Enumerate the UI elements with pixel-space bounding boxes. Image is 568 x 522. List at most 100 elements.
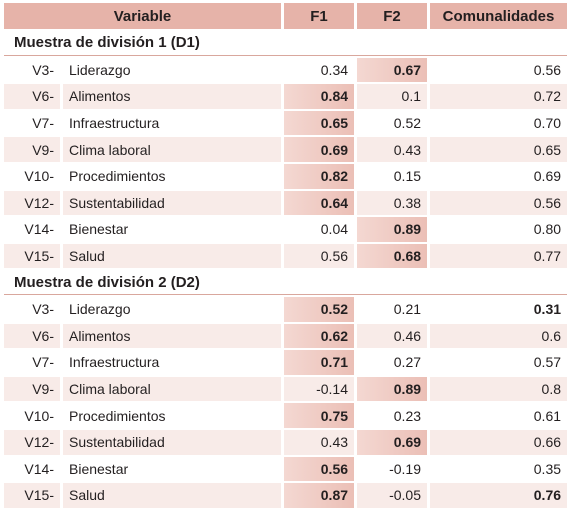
header-cell: Comunalidades: [430, 3, 568, 29]
communality-value: 0.31: [533, 301, 562, 318]
data-row: V15- Salud 0.87 -0.05 0.76: [4, 483, 568, 508]
f2-value: 0.46: [357, 323, 428, 349]
variable-code: V3-: [32, 301, 54, 318]
data-row: V3- Liderazgo 0.52 0.21 0.31: [4, 296, 567, 322]
header-cell: F2: [357, 3, 428, 29]
variable-code: V10-: [24, 168, 54, 185]
f1-value: 0.69: [284, 137, 355, 162]
variable-name: Procedimientos: [69, 407, 166, 424]
variable-code: V6-: [4, 84, 60, 109]
variable-code: V7-: [32, 115, 54, 132]
f2-value: 0.89: [357, 217, 428, 242]
communality-value: 0.56: [430, 190, 568, 216]
communality-value: 0.35: [533, 460, 562, 477]
table-body: Muestra de división 1 (D1) V3- Liderazgo 0.…: [4, 31, 568, 508]
variable-code: V3-: [32, 61, 54, 78]
data-row: V7- Infraestructura 0.71 0.27 0.57: [4, 350, 567, 375]
variable-name: Liderazgo: [69, 61, 131, 78]
communality-value: 0.6: [430, 323, 568, 349]
variable-code: V14-: [24, 460, 54, 477]
f1-value: -0.14: [284, 376, 355, 402]
communality-value: 0.69: [533, 168, 562, 185]
variable-code: V15-: [4, 243, 60, 269]
communality-value: 0.56: [533, 61, 562, 78]
communality-value: 0.61: [533, 407, 562, 424]
variable-name: Alimentos: [63, 323, 282, 349]
f1-value: 0.56: [284, 243, 355, 269]
f1-value: 0.87: [284, 483, 355, 508]
variable-code: V10-: [24, 407, 54, 424]
f2-value: 0.27: [393, 354, 422, 371]
communality-value: 0.76: [430, 483, 568, 508]
variable-name: Salud: [63, 483, 282, 508]
variable-name: Bienestar: [69, 221, 129, 238]
f1-value: 0.71: [284, 350, 355, 375]
variable-code: V6-: [4, 323, 60, 349]
variable-name: Clima laboral: [63, 137, 282, 162]
f2-value: 0.67: [357, 57, 428, 83]
data-row: V9- Clima laboral -0.14 0.89 0.8: [4, 376, 568, 402]
variable-code: V12-: [4, 429, 60, 455]
f2-value: 0.1: [357, 84, 428, 109]
variable-name: Infraestructura: [69, 115, 160, 132]
data-row: V12- Sustentabilidad 0.43 0.69 0.66: [4, 429, 568, 455]
f1-value: 0.84: [284, 84, 355, 109]
f2-value: 0.68: [357, 243, 428, 269]
data-row: V15- Salud 0.56 0.68 0.77: [4, 243, 568, 269]
data-row: V6- Alimentos 0.62 0.46 0.6: [4, 323, 568, 349]
variable-name: Clima laboral: [63, 376, 282, 402]
f2-value: 0.38: [357, 190, 428, 216]
f2-value: 0.69: [357, 429, 428, 455]
variable-name: Alimentos: [63, 84, 282, 109]
data-row: V7- Infraestructura 0.65 0.52 0.70: [4, 110, 567, 136]
f2-value: 0.15: [393, 168, 422, 185]
f2-value: -0.19: [389, 460, 422, 477]
communality-value: 0.8: [430, 376, 568, 402]
f2-value: 0.23: [393, 407, 422, 424]
variable-code: V7-: [32, 354, 54, 371]
loadings-table: Variable F1 F2 Comunalidades Muestra de div…: [1, 1, 568, 510]
variable-name: Procedimientos: [69, 168, 166, 185]
communality-value: 0.80: [533, 221, 562, 238]
f2-value: 0.89: [357, 376, 428, 402]
f1-value: 0.52: [284, 296, 355, 322]
variable-name: Salud: [63, 243, 282, 269]
variable-code: V9-: [4, 137, 60, 162]
communality-value: 0.65: [430, 137, 568, 162]
f1-value: 0.04: [320, 221, 349, 238]
header-row: Variable F1 F2 Comunalidades: [4, 3, 568, 29]
variable-code: V15-: [4, 483, 60, 508]
f2-value: 0.52: [393, 115, 422, 132]
f2-value: 0.21: [393, 301, 422, 318]
variable-name: Bienestar: [69, 460, 129, 477]
variable-code: V14-: [24, 221, 54, 238]
communality-value: 0.57: [533, 354, 562, 371]
data-row: V6- Alimentos 0.84 0.1 0.72: [4, 84, 568, 109]
variable-name: Liderazgo: [69, 301, 131, 318]
data-row: V3- Liderazgo 0.34 0.67 0.56: [4, 57, 567, 83]
f1-value: 0.34: [320, 61, 349, 78]
f1-value: 0.65: [284, 110, 355, 136]
data-row: V10- Procedimientos 0.82 0.15 0.69: [4, 163, 567, 189]
variable-name: Sustentabilidad: [63, 190, 282, 216]
header-cell: Variable: [4, 3, 282, 29]
data-row: V10- Procedimientos 0.75 0.23 0.61: [4, 403, 567, 428]
section-row: Muestra de división 2 (D2): [4, 270, 568, 295]
section-title: Muestra de división 1 (D1): [4, 31, 568, 56]
section-title: Muestra de división 2 (D2): [4, 270, 568, 295]
f1-value: 0.64: [284, 190, 355, 216]
data-row: V14- Bienestar 0.56 -0.19 0.35: [4, 456, 567, 482]
communality-value: 0.66: [430, 429, 568, 455]
f2-value: -0.05: [357, 483, 428, 508]
f1-value: 0.56: [284, 456, 355, 482]
f1-value: 0.43: [284, 429, 355, 455]
section-row: Muestra de división 1 (D1): [4, 31, 568, 56]
variable-code: V9-: [4, 376, 60, 402]
communality-value: 0.77: [430, 243, 568, 269]
f2-value: 0.43: [357, 137, 428, 162]
f1-value: 0.82: [284, 163, 355, 189]
data-row: V12- Sustentabilidad 0.64 0.38 0.56: [4, 190, 568, 216]
variable-name: Infraestructura: [69, 354, 160, 371]
f1-value: 0.62: [284, 323, 355, 349]
